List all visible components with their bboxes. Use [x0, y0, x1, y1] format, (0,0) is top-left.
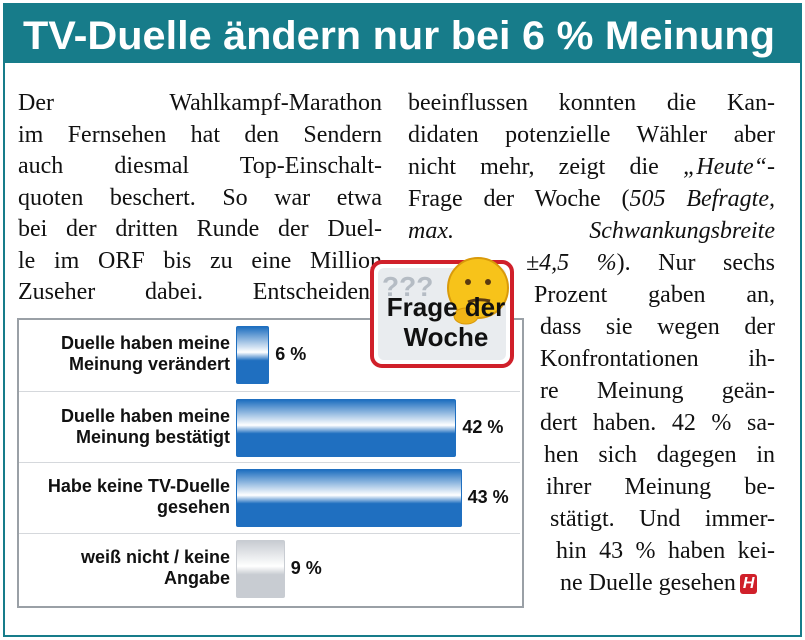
frame [3, 3, 802, 637]
text-run: dert haben. 42 % sa- [540, 410, 775, 436]
category-label: Duelle haben meine Meinung bestätigt [60, 406, 230, 447]
text-line: Der Wahlkampf-Marathon [18, 90, 382, 116]
text-line: auch diesmal Top-Einschalt- [18, 153, 382, 179]
badge: ??? [370, 257, 514, 368]
text-run: stätigt. Und immer- [550, 506, 775, 532]
text-run: hin 43 % haben kei- [556, 538, 775, 564]
text-line: stätigt. Und immer- [550, 504, 775, 534]
text-run: Prozent gaben an, [534, 282, 775, 308]
text-run: hen sich dagegen in [544, 442, 775, 468]
text-run-italic: ±4,5 % [526, 250, 617, 276]
text-run-italic: „Heute“ [683, 154, 767, 180]
text-line: max. Schwankungsbreite [408, 216, 775, 246]
text-line: ihrer Meinung be- [546, 472, 775, 502]
header-band [5, 5, 800, 63]
row-divider [19, 462, 520, 463]
text-line: quoten beschert. So war etwa [18, 184, 382, 211]
text-line: dass sie wegen der [540, 312, 775, 342]
source-logo: H [739, 574, 758, 594]
text-run: nicht mehr, zeigt die [408, 154, 683, 180]
text-run-italic: max. Schwankungsbreite [408, 218, 775, 244]
category-label: Duelle haben meine Meinung verändert [60, 333, 230, 374]
text-line: ne Duelle gesehen H [560, 568, 758, 598]
bar [236, 540, 285, 598]
row-divider [19, 532, 520, 534]
value-label: 9 % [290, 558, 322, 578]
text-run: Frage der Woche ( [408, 186, 630, 212]
text-run: - [767, 154, 775, 180]
value-label: 6 % [275, 344, 307, 364]
text-run: ne Duelle gesehen [560, 570, 736, 596]
text-line: didaten potenzielle Wähler aber [408, 120, 775, 150]
text-line: hen sich dagegen in [544, 440, 775, 470]
text-line: le im ORF bis zu eine Million [18, 247, 382, 274]
text-line: beeinflussen konnten die Kan- [408, 88, 775, 118]
bar [236, 469, 462, 527]
badge-label: Frage der Woche [386, 292, 506, 352]
text-line: bei der dritten Runde der Duel- [18, 216, 382, 242]
text-line: ±4,5 %). Nur sechs [526, 248, 775, 278]
text-line: im Fernsehen hat den Sendern [18, 121, 382, 148]
text-line: dert haben. 42 % sa- [540, 408, 775, 438]
emoji-mouth [467, 298, 491, 304]
text-line: nicht mehr, zeigt die „Heute“- [408, 152, 775, 182]
headline: TV-Duelle ändern nur bei 6 % Meinung [23, 14, 775, 58]
text-run: dass sie wegen der [540, 314, 775, 340]
text-line: Konfrontationen ih- [540, 344, 775, 374]
row-divider [19, 390, 520, 392]
text-run: beeinflussen konnten die Kan- [408, 90, 775, 116]
text-line: Prozent gaben an, [534, 280, 775, 310]
text-line: hin 43 % haben kei- [556, 536, 775, 566]
text-run: Konfrontationen ih- [540, 346, 775, 372]
text-run: ihrer Meinung be- [546, 474, 775, 500]
emoji-eye [465, 279, 471, 285]
text-run: re Meinung geän- [540, 378, 775, 404]
text-run: ). Nur sechs [616, 250, 775, 276]
text-line: re Meinung geän- [540, 376, 775, 406]
value-label: 42 % [462, 417, 504, 437]
category-label: Habe keine TV-Duelle gesehen [47, 476, 230, 517]
text-run-italic: 505 Befragte, [629, 186, 775, 212]
text-line: Frage der Woche (505 Befragte, [408, 184, 775, 214]
badge-marks: ??? [382, 271, 433, 302]
emoji-hand [453, 307, 479, 325]
emoji-eye [485, 279, 491, 285]
bar [236, 326, 270, 384]
value-label: 43 % [467, 487, 509, 507]
text-line: Zuseher dabei. Entscheidend [18, 279, 382, 305]
text-run: didaten potenzielle Wähler aber [408, 122, 775, 148]
category-label: weiß nicht / keine Angabe [80, 547, 230, 588]
bar [236, 399, 457, 457]
chart-box [17, 318, 524, 608]
header: TV-Duelle ändern nur bei 6 % Meinung [5, 5, 800, 63]
